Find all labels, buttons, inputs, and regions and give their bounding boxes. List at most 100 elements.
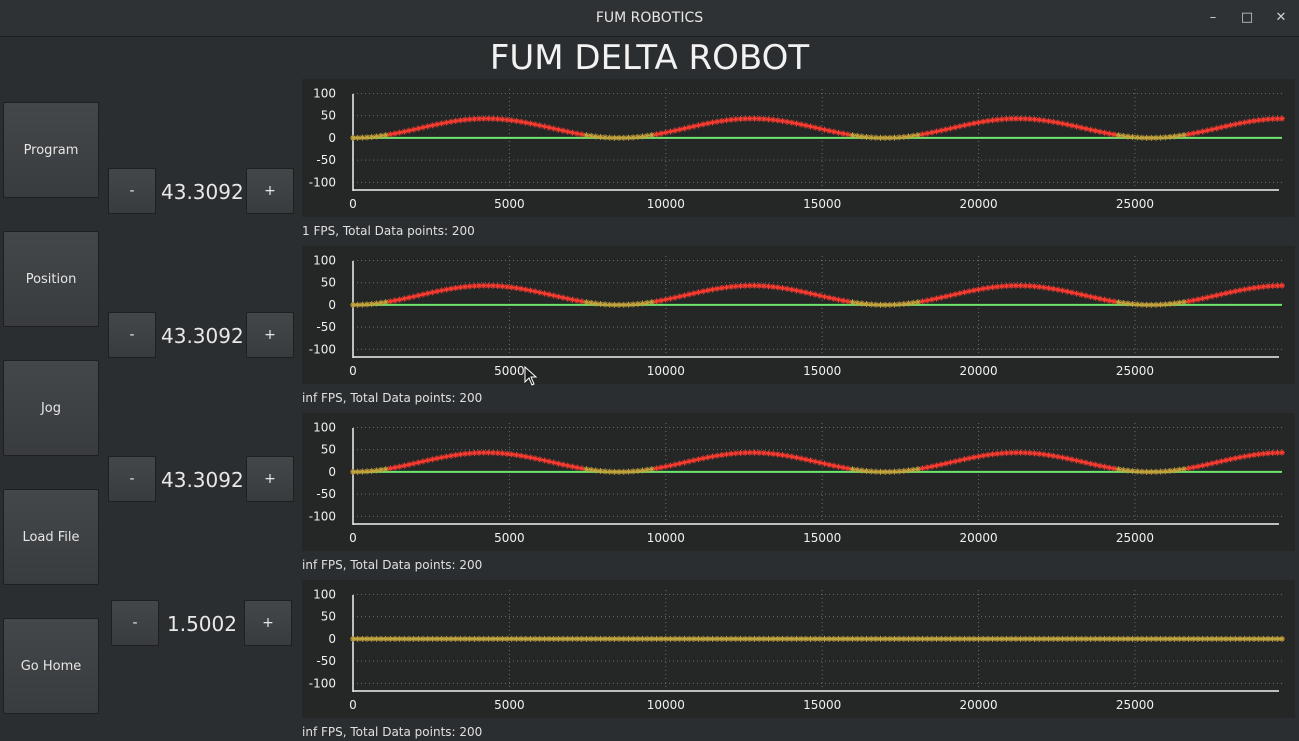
data-point	[840, 130, 847, 137]
data-point	[574, 297, 581, 304]
data-point	[550, 292, 557, 299]
data-point	[1003, 635, 1010, 642]
data-point	[452, 284, 459, 291]
data-point	[387, 465, 394, 472]
data-point	[616, 301, 623, 308]
data-point	[700, 288, 707, 295]
data-point	[658, 130, 665, 137]
data-point	[387, 298, 394, 305]
data-point	[1241, 453, 1248, 460]
data-point	[942, 293, 949, 300]
x-tick-label: 25000	[1116, 531, 1154, 545]
data-point	[779, 118, 786, 125]
data-point	[704, 287, 711, 294]
data-point	[910, 299, 917, 306]
data-point	[466, 635, 473, 642]
maximize-icon[interactable]: □	[1240, 10, 1254, 25]
data-point	[812, 291, 819, 298]
data-point	[1255, 284, 1262, 291]
data-point	[406, 127, 413, 134]
data-point	[1054, 119, 1061, 126]
data-point	[378, 299, 385, 306]
close-icon[interactable]: ✕	[1275, 10, 1287, 25]
data-point	[373, 300, 380, 307]
data-point	[1176, 132, 1183, 139]
plot-panel[interactable]: 100 50 0 -50 -100 0 5000 10000 15000 20000 25000	[302, 413, 1295, 551]
program-button[interactable]: Program	[3, 102, 99, 198]
data-point	[1162, 468, 1169, 475]
data-point	[611, 468, 618, 475]
data-point	[443, 286, 450, 293]
data-point	[476, 282, 483, 289]
data-point	[1101, 296, 1108, 303]
data-point	[695, 635, 702, 642]
data-point	[546, 458, 553, 465]
data-point	[424, 457, 431, 464]
data-point	[378, 466, 385, 473]
data-point	[560, 294, 567, 301]
data-point	[546, 635, 553, 642]
data-point	[658, 297, 665, 304]
data-point	[924, 297, 931, 304]
data-point	[1264, 116, 1271, 123]
plot-svg: 100 50 0 -50 -100 0 5000 10000 15000 20000 25000	[309, 86, 1285, 211]
data-point	[1054, 635, 1061, 642]
data-point	[672, 461, 679, 468]
data-point	[989, 284, 996, 291]
data-point	[1279, 635, 1285, 642]
data-point	[826, 294, 833, 301]
data-point	[634, 133, 641, 140]
data-point	[574, 464, 581, 471]
data-point	[905, 300, 912, 307]
position-button[interactable]: Position	[3, 231, 99, 327]
data-point	[947, 459, 954, 466]
load-file-button[interactable]: Load File	[3, 489, 99, 585]
increment-button[interactable]: +	[246, 456, 294, 502]
data-point	[667, 128, 674, 135]
decrement-button[interactable]: -	[111, 600, 159, 646]
increment-button[interactable]: +	[246, 312, 294, 358]
plot-panel[interactable]: 100 50 0 -50 -100 0 5000 10000 15000 20000 25000	[302, 580, 1295, 718]
data-point	[1274, 282, 1281, 289]
data-point	[821, 126, 828, 133]
x-tick-label: 0	[349, 531, 357, 545]
data-point	[438, 287, 445, 294]
data-point	[513, 285, 520, 292]
data-point	[648, 466, 655, 473]
data-point	[508, 451, 515, 458]
data-point	[984, 451, 991, 458]
jog-button[interactable]: Jog	[3, 360, 99, 456]
plot-panel[interactable]: 100 50 0 -50 -100 0 5000 10000 15000 20000 25000	[302, 246, 1295, 384]
data-point	[718, 284, 725, 291]
go-home-button[interactable]: Go Home	[3, 618, 99, 714]
data-point	[1232, 121, 1239, 128]
data-point	[578, 131, 585, 138]
data-point	[522, 119, 529, 126]
data-point	[1068, 122, 1075, 129]
data-point	[947, 292, 954, 299]
decrement-button[interactable]: -	[108, 456, 156, 502]
y-tick-label: 50	[321, 443, 336, 457]
data-point	[919, 131, 926, 138]
data-point	[686, 291, 693, 298]
y-tick-label: -50	[316, 654, 336, 668]
data-point	[840, 297, 847, 304]
data-point	[611, 301, 618, 308]
data-point	[429, 289, 436, 296]
data-point	[686, 124, 693, 131]
decrement-button[interactable]: -	[108, 168, 156, 214]
increment-button[interactable]: +	[244, 600, 292, 646]
plot-panel[interactable]: 100 50 0 -50 -100 0 5000 10000 15000 20000 25000	[302, 79, 1295, 217]
y-tick-label: -100	[309, 509, 336, 523]
data-point	[966, 121, 973, 128]
data-point	[1036, 283, 1043, 290]
y-tick-label: 0	[328, 298, 336, 312]
data-point	[410, 293, 417, 300]
data-point	[807, 457, 814, 464]
decrement-button[interactable]: -	[108, 312, 156, 358]
minimize-icon[interactable]: –	[1209, 10, 1217, 25]
data-point	[956, 123, 963, 130]
increment-button[interactable]: +	[246, 168, 294, 214]
data-point	[690, 457, 697, 464]
data-point	[1222, 123, 1229, 130]
